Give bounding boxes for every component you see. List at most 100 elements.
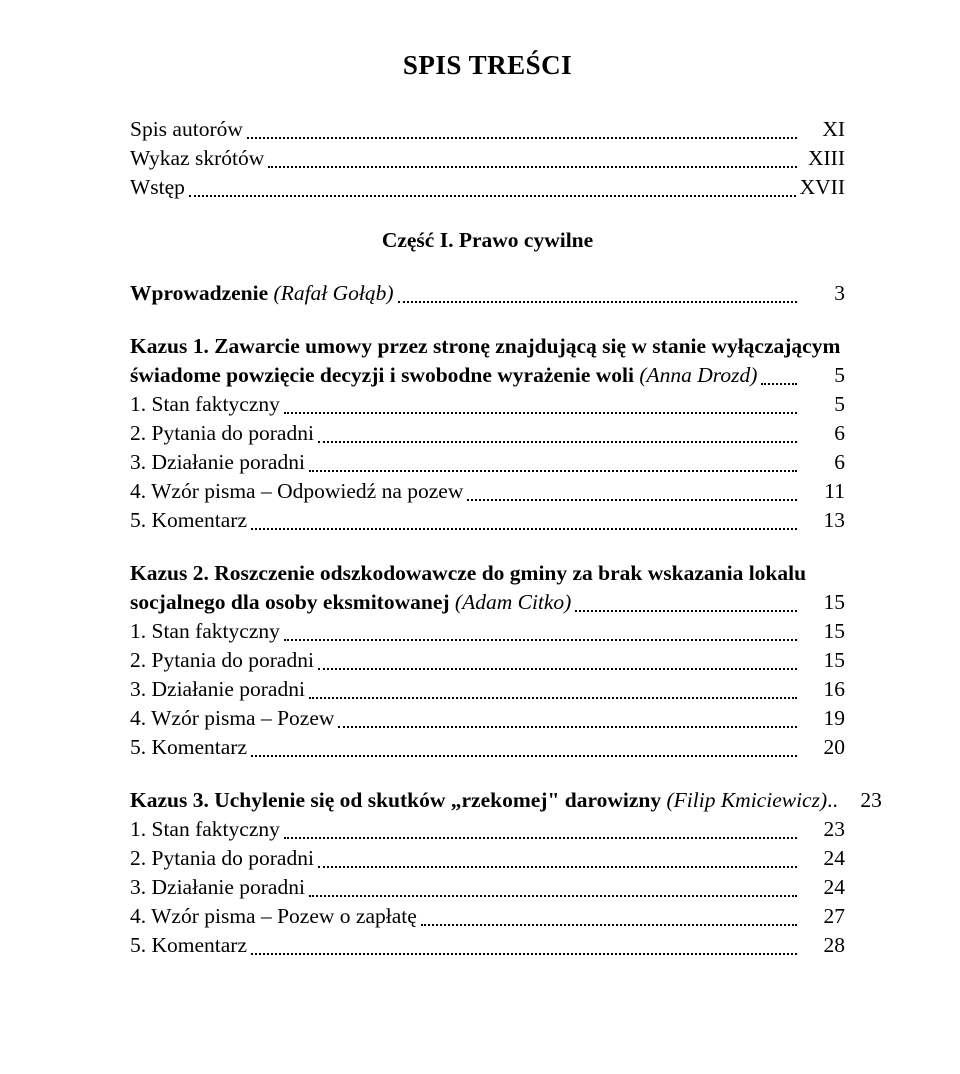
leader-dots — [318, 866, 797, 868]
kazus-head-trail: .. — [827, 788, 838, 812]
leader-dots — [309, 470, 797, 472]
toc-label: 1. Stan faktyczny — [130, 815, 280, 844]
kazus-author: (Anna Drozd) — [639, 363, 757, 387]
toc-row: 5. Komentarz 28 — [130, 931, 845, 960]
toc-label: 5. Komentarz — [130, 931, 247, 960]
toc-row-intro: Wprowadzenie (Rafał Gołąb) 3 — [130, 279, 845, 308]
toc-row: Kazus 3. Uchylenie się od skutków „rzeko… — [130, 786, 845, 815]
kazus-3: Kazus 3. Uchylenie się od skutków „rzeko… — [130, 786, 845, 960]
kazus-head-last-line: socjalnego dla osoby eksmitowanej (Adam … — [130, 588, 571, 617]
toc-page-number: 6 — [801, 419, 845, 448]
toc-row: 2. Pytania do poradni 24 — [130, 844, 845, 873]
toc-page-number: 24 — [801, 844, 845, 873]
toc-label: 3. Działanie poradni — [130, 675, 305, 704]
toc-row: 4. Wzór pisma – Odpowiedź na pozew 11 — [130, 477, 845, 506]
toc-page-number: 23 — [801, 815, 845, 844]
toc-row: 2. Pytania do poradni 6 — [130, 419, 845, 448]
leader-dots — [247, 137, 797, 139]
leader-dots — [284, 412, 797, 414]
toc-label: 3. Działanie poradni — [130, 873, 305, 902]
toc-page-number: 5 — [801, 361, 845, 390]
leader-dots — [284, 639, 797, 641]
toc-row: 2. Pytania do poradni 15 — [130, 646, 845, 675]
toc-page-number: XVII — [800, 173, 845, 202]
toc-label: 4. Wzór pisma – Pozew o zapłatę — [130, 902, 417, 931]
toc-page-number: 16 — [801, 675, 845, 704]
toc-label: 5. Komentarz — [130, 506, 247, 535]
toc-row: 4. Wzór pisma – Pozew 19 — [130, 704, 845, 733]
toc-page-number: 15 — [801, 617, 845, 646]
toc-page-number: 19 — [801, 704, 845, 733]
toc-row: 5. Komentarz 20 — [130, 733, 845, 762]
toc-row: Wykaz skrótów XIII — [130, 144, 845, 173]
toc-page-number: 11 — [801, 477, 845, 506]
toc-label: 2. Pytania do poradni — [130, 419, 314, 448]
leader-dots — [318, 441, 797, 443]
toc-label: 5. Komentarz — [130, 733, 247, 762]
toc-page-number: 13 — [801, 506, 845, 535]
intro-label-plain: Wprowadzenie — [130, 281, 274, 305]
part-heading: Część I. Prawo cywilne — [130, 228, 845, 253]
leader-dots — [251, 755, 797, 757]
toc-page: SPIS TREŚCI Spis autorów XI Wykaz skrótó… — [0, 0, 960, 1074]
toc-page-number: XI — [801, 115, 845, 144]
toc-row: 1. Stan faktyczny 15 — [130, 617, 845, 646]
toc-row: świadome powzięcie decyzji i swobodne wy… — [130, 361, 845, 390]
toc-page-number: 15 — [801, 588, 845, 617]
kazus-head-line: Kazus 2. Roszczenie odszkodowawcze do gm… — [130, 561, 806, 585]
leader-dots — [284, 837, 797, 839]
toc-page-number: 15 — [801, 646, 845, 675]
intro-label-author: (Rafał Gołąb) — [274, 281, 394, 305]
leader-dots — [268, 166, 797, 168]
toc-page-number: 23 — [838, 786, 882, 815]
toc-page-number: 28 — [801, 931, 845, 960]
toc-page-number: 3 — [801, 279, 845, 308]
toc-page-number: 5 — [801, 390, 845, 419]
leader-dots — [309, 697, 797, 699]
toc-row: 3. Działanie poradni 24 — [130, 873, 845, 902]
leader-dots — [338, 726, 797, 728]
toc-label: 1. Stan faktyczny — [130, 390, 280, 419]
front-matter: Spis autorów XI Wykaz skrótów XIII Wstęp… — [130, 115, 845, 202]
leader-dots — [467, 499, 797, 501]
toc-row: 3. Działanie poradni 6 — [130, 448, 845, 477]
leader-dots — [761, 383, 797, 385]
kazus-head: Kazus 3. Uchylenie się od skutków „rzeko… — [130, 786, 838, 815]
kazus-author: (Filip Kmiciewicz) — [667, 788, 828, 812]
toc-page-number: 27 — [801, 902, 845, 931]
toc-label: 4. Wzór pisma – Odpowiedź na pozew — [130, 477, 463, 506]
toc-label: 4. Wzór pisma – Pozew — [130, 704, 334, 733]
kazus-title: Kazus 2. Roszczenie odszkodowawcze do gm… — [130, 559, 845, 617]
kazus-head-last-line: świadome powzięcie decyzji i swobodne wy… — [130, 361, 757, 390]
toc-label: 2. Pytania do poradni — [130, 646, 314, 675]
leader-dots — [251, 528, 797, 530]
toc-row: socjalnego dla osoby eksmitowanej (Adam … — [130, 588, 845, 617]
part-label: Część I. Prawo cywilne — [382, 228, 593, 252]
kazus-author: (Adam Citko) — [455, 590, 571, 614]
toc-page-number: 6 — [801, 448, 845, 477]
kazus-head-bold: Kazus 3. Uchylenie się od skutków „rzeko… — [130, 788, 667, 812]
toc-row: 1. Stan faktyczny 23 — [130, 815, 845, 844]
leader-dots — [251, 953, 797, 955]
toc-row: Spis autorów XI — [130, 115, 845, 144]
toc-row: 3. Działanie poradni 16 — [130, 675, 845, 704]
toc-page-number: 20 — [801, 733, 845, 762]
toc-label: Wstęp — [130, 173, 185, 202]
toc-row: 5. Komentarz 13 — [130, 506, 845, 535]
toc-page-number: XIII — [801, 144, 845, 173]
leader-dots — [398, 301, 797, 303]
leader-dots — [309, 895, 797, 897]
kazus-2: Kazus 2. Roszczenie odszkodowawcze do gm… — [130, 559, 845, 762]
kazus-title: Kazus 1. Zawarcie umowy przez stronę zna… — [130, 332, 845, 390]
leader-dots — [575, 610, 797, 612]
kazus-head-line: Kazus 1. Zawarcie umowy przez stronę zna… — [130, 334, 840, 358]
leader-dots — [189, 195, 796, 197]
toc-row: 1. Stan faktyczny 5 — [130, 390, 845, 419]
toc-row: Wstęp XVII — [130, 173, 845, 202]
toc-label: 1. Stan faktyczny — [130, 617, 280, 646]
page-title: SPIS TREŚCI — [130, 50, 845, 81]
toc-label: Wprowadzenie (Rafał Gołąb) — [130, 279, 394, 308]
kazus-1: Kazus 1. Zawarcie umowy przez stronę zna… — [130, 332, 845, 535]
toc-label: Wykaz skrótów — [130, 144, 264, 173]
leader-dots — [421, 924, 797, 926]
